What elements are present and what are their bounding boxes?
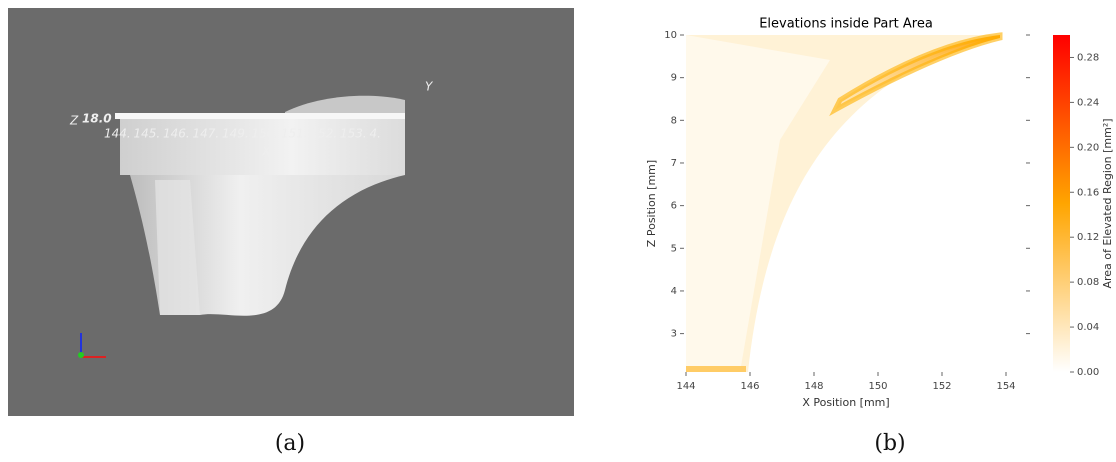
colorbar [1053,35,1070,372]
render-tick: 146. [163,127,190,141]
x-tick-label: 146 [740,381,759,392]
z-value: 18.0 [82,112,112,126]
y-tick-label: 3 [671,329,677,340]
x-tick-label: 152 [932,381,951,392]
colorbar-tick-label: 0.16 [1077,187,1099,198]
x-tick-label: 148 [804,381,823,392]
render-tick: 153. [340,127,367,141]
y-tick-label: 4 [671,286,677,297]
y-tick-label: 6 [671,201,677,212]
y-tick-label: 9 [671,73,677,84]
render-tick: 144. [104,127,131,141]
colorbar-tick-label: 0.12 [1077,232,1099,243]
y-label: Y [425,80,434,94]
part-block [120,117,405,175]
y-axis-label: Z Position [mm] [645,160,658,247]
colorbar-tick-label: 0.24 [1077,97,1099,108]
caption: (b) [874,431,905,456]
render-tick: 151. [281,127,308,141]
y-tick-label: 7 [671,158,677,169]
y-tick-label: 10 [664,30,677,41]
density-band [829,32,1003,117]
part-rim [115,113,405,119]
render-tick: 4. [370,127,381,141]
x-label: X [261,145,271,159]
part-stem [130,175,405,316]
colorbar-tick-label: 0.28 [1077,52,1099,63]
x-tick-label: 150 [868,381,887,392]
part-top [285,95,405,118]
density-light [686,35,830,372]
axis-triad [78,333,106,358]
colorbar-tick-label: 0.00 [1077,367,1099,378]
colorbar-label: Area of Elevated Region [mm²] [1101,118,1114,288]
x-tick-label: 144 [676,381,695,392]
render-tick: 145. [134,127,161,141]
x-axis-label: X Position [mm] [802,396,889,409]
colorbar-tick-label: 0.08 [1077,277,1099,288]
render-tick: 147. [193,127,220,141]
y-tick-label: 5 [671,243,677,254]
colorbar-tick-label: 0.04 [1077,322,1099,333]
y-tick-label: 8 [671,115,677,126]
chart-title: Elevations inside Part Area [759,17,933,32]
colorbar-tick-label: 0.20 [1077,142,1099,153]
render-tick: 149. [222,127,249,141]
caption: (a) [275,431,305,456]
render-tick: 152. [311,127,338,141]
part-face [155,180,200,315]
render-tick: 150. [252,127,279,141]
z-label: Z [69,114,79,128]
render-ticks: 144. 145. 146. 147. 149. 150. 151. 152. 153. 4. [104,127,381,141]
density-bottom [686,366,746,372]
x-tick-label: 154 [996,381,1015,392]
